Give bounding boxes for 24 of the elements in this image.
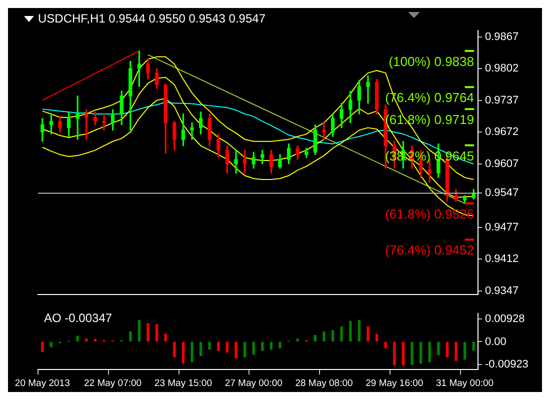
chart-title: USDCHF,H1 0.9544 0.9550 0.9543 0.9547 — [38, 12, 266, 26]
y-tick-label: 0.9672 — [485, 126, 519, 138]
y-tick-label: 0.9607 — [485, 158, 519, 170]
chart-title: AO -0.00347 — [44, 311, 112, 325]
y-tick-label: 0.9412 — [485, 253, 519, 266]
x-tick-label: 22 May 07:00 — [84, 378, 142, 389]
x-tick-label: 29 May 16:00 — [366, 378, 424, 389]
x-tick-label: 23 May 15:00 — [154, 378, 212, 389]
x-tick-label: 27 May 00:00 — [224, 378, 282, 389]
ref-line-label: (61.8%) 0.9526 — [385, 206, 474, 222]
y-tick-label: 0.9347 — [485, 285, 519, 298]
y-tick-label: 0.9802 — [485, 62, 519, 75]
y-tick-label: 0.9737 — [485, 94, 519, 106]
y-tick-label: 0.00928 — [485, 313, 525, 326]
x-tick-label: 20 May 2013 — [14, 378, 70, 389]
y-tick-label: 0.9867 — [485, 30, 519, 43]
ref-line-label: (76.4%) 0.9452 — [385, 242, 474, 258]
ref-line-label: (100%) 0.9838 — [388, 54, 474, 70]
y-tick-label: 0.00 — [485, 336, 506, 348]
y-tick-label: 0.9477 — [485, 221, 519, 234]
x-tick-label: 28 May 08:00 — [295, 378, 353, 389]
y-tick-label: -0.00923 — [485, 358, 528, 370]
x-tick-label: 31 May 00:00 — [436, 378, 494, 389]
y-tick-label: 0.9547 — [485, 187, 519, 200]
